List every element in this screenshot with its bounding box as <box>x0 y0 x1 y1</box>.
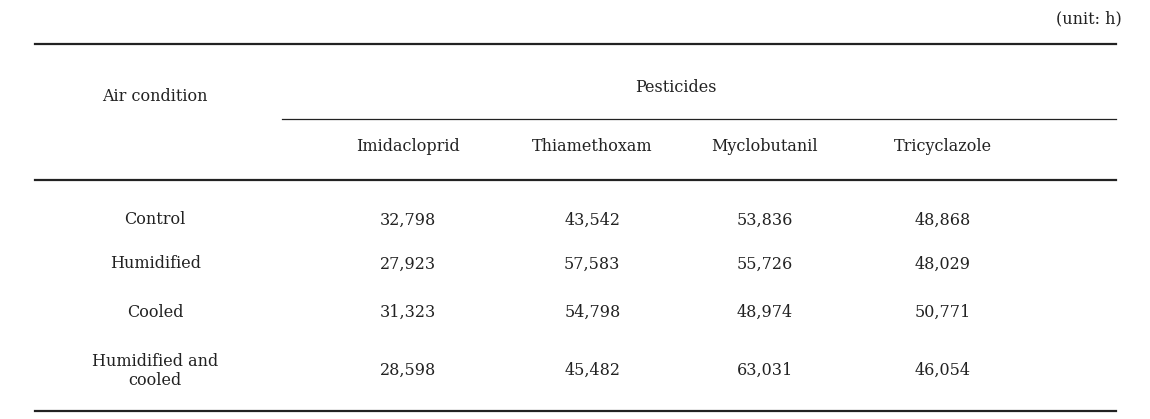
Text: 57,583: 57,583 <box>564 256 621 272</box>
Text: Humidified: Humidified <box>109 256 201 272</box>
Text: Tricyclazole: Tricyclazole <box>894 138 992 155</box>
Text: 55,726: 55,726 <box>737 256 792 272</box>
Text: Air condition: Air condition <box>102 88 208 105</box>
Text: 63,031: 63,031 <box>737 362 792 379</box>
Text: Thiamethoxam: Thiamethoxam <box>532 138 652 155</box>
Text: 43,542: 43,542 <box>565 212 620 228</box>
Text: Myclobutanil: Myclobutanil <box>712 138 818 155</box>
Text: 54,798: 54,798 <box>565 304 620 321</box>
Text: Imidacloprid: Imidacloprid <box>356 138 460 155</box>
Text: 48,974: 48,974 <box>737 304 792 321</box>
Text: 53,836: 53,836 <box>736 212 793 228</box>
Text: 28,598: 28,598 <box>381 362 436 379</box>
Text: Humidified and
cooled: Humidified and cooled <box>92 352 218 389</box>
Text: 48,868: 48,868 <box>915 212 971 228</box>
Text: Pesticides: Pesticides <box>635 80 716 96</box>
Text: 31,323: 31,323 <box>381 304 436 321</box>
Text: (unit: h): (unit: h) <box>1056 10 1121 27</box>
Text: 46,054: 46,054 <box>915 362 971 379</box>
Text: 45,482: 45,482 <box>565 362 620 379</box>
Text: 27,923: 27,923 <box>381 256 436 272</box>
Text: 50,771: 50,771 <box>915 304 971 321</box>
Text: 48,029: 48,029 <box>915 256 971 272</box>
Text: 32,798: 32,798 <box>381 212 436 228</box>
Text: Control: Control <box>124 212 186 228</box>
Text: Cooled: Cooled <box>126 304 184 321</box>
